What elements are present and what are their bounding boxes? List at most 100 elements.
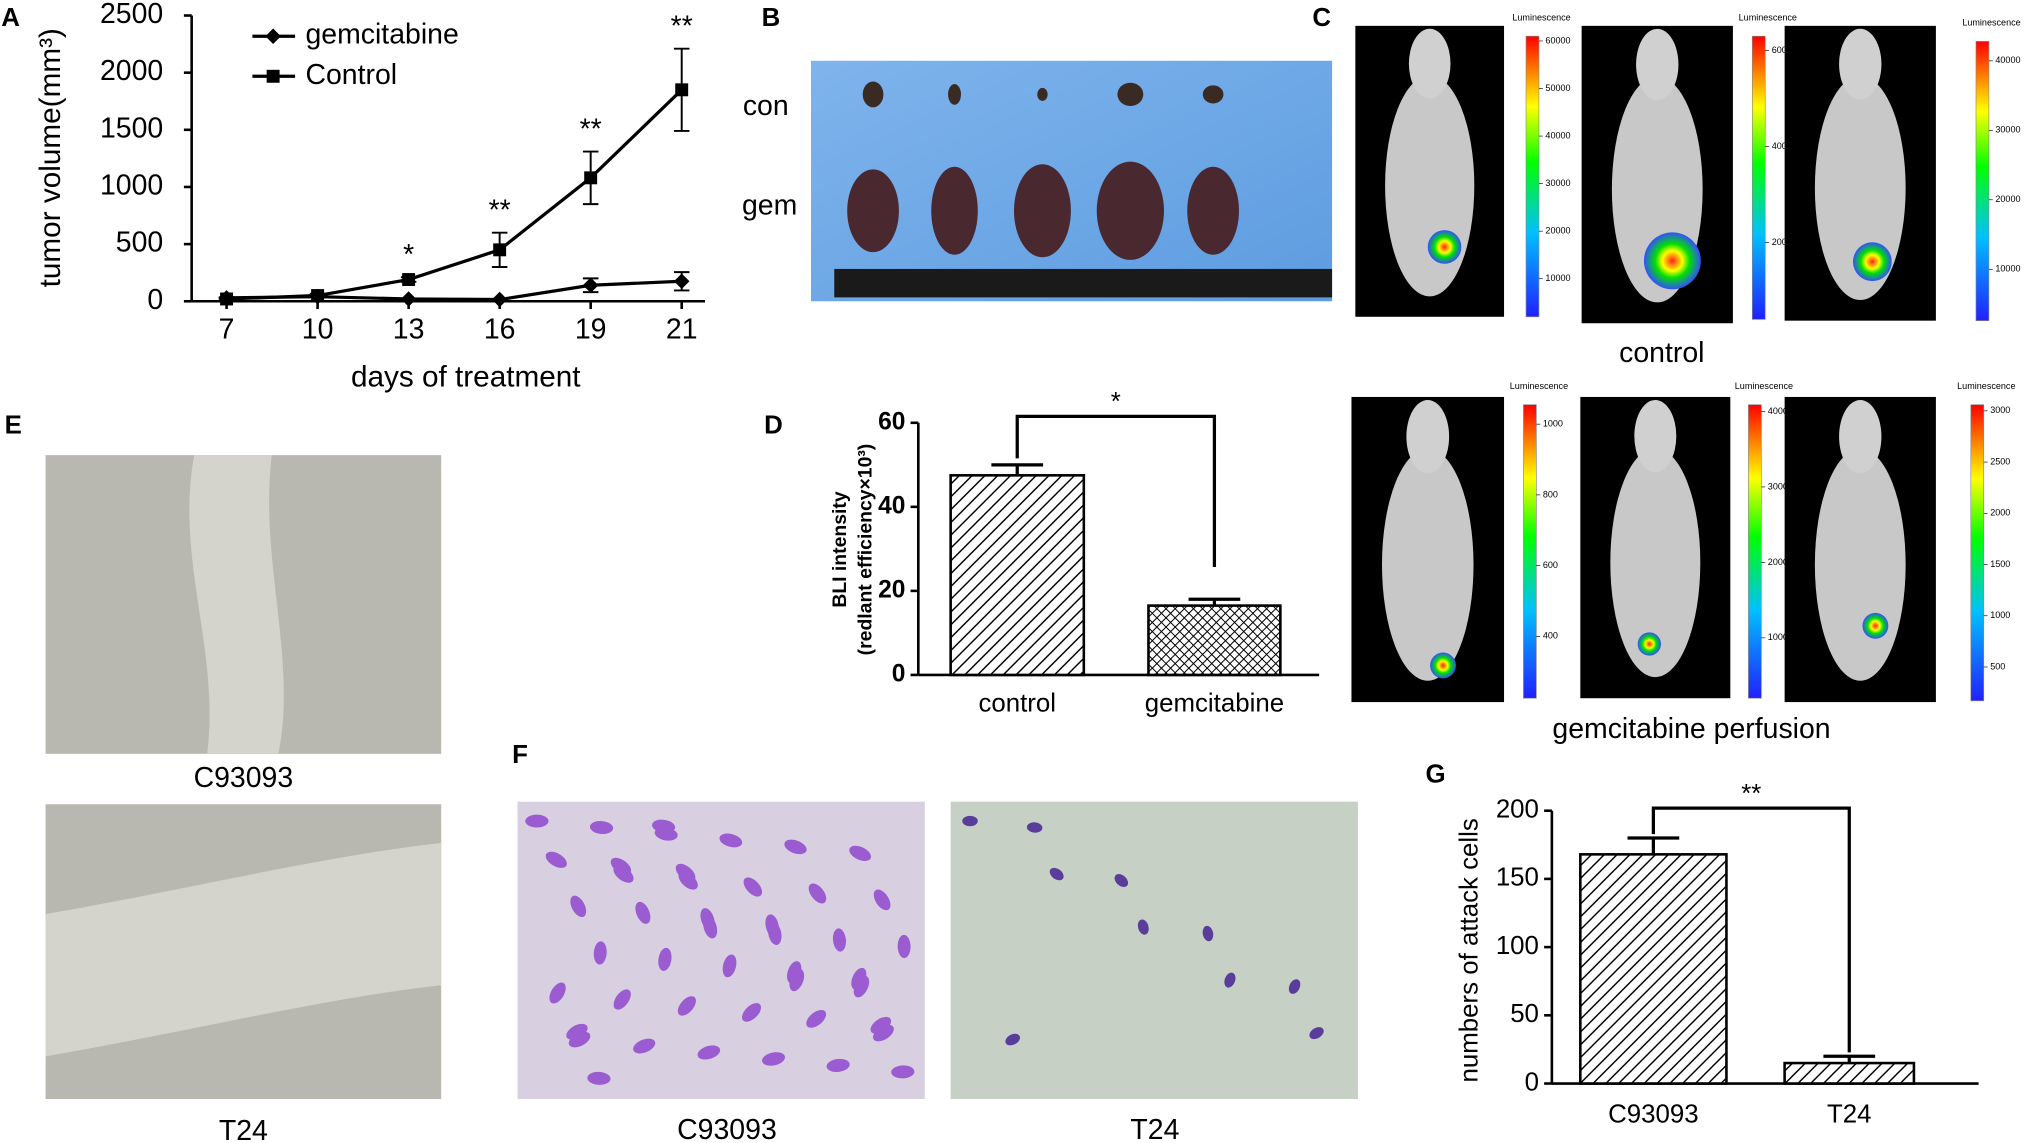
colorbar-tick-label: 50000 bbox=[1545, 83, 1570, 93]
stained-cell bbox=[787, 961, 802, 984]
colorbar-tick-label: 10000 bbox=[1545, 273, 1570, 283]
row-label: gem bbox=[742, 189, 797, 221]
signal bbox=[1637, 632, 1661, 656]
error-bar bbox=[1188, 597, 1241, 606]
tumor bbox=[1187, 166, 1239, 255]
stained-cell bbox=[784, 839, 807, 855]
mouse-head bbox=[1406, 399, 1450, 474]
legend-label: gemcitabine bbox=[305, 19, 458, 51]
significance: ** bbox=[489, 195, 511, 227]
legend-marker bbox=[265, 28, 281, 44]
stained-cell bbox=[587, 1071, 611, 1085]
colorbar-title: Luminescence bbox=[1510, 381, 1568, 391]
panel-letter: C bbox=[1312, 4, 1331, 32]
marker bbox=[582, 277, 599, 294]
bar bbox=[1783, 1061, 1916, 1085]
stained-cell bbox=[762, 1052, 785, 1066]
significance: * bbox=[1111, 388, 1121, 416]
stained-cell bbox=[722, 954, 737, 978]
panel-letter: D bbox=[764, 412, 783, 440]
stained-cell bbox=[765, 914, 780, 938]
significance: ** bbox=[671, 10, 693, 42]
colorbar-title: Luminescence bbox=[1512, 12, 1570, 22]
stained-cell bbox=[1202, 925, 1214, 942]
y-tick-label: 100 bbox=[1496, 932, 1539, 960]
tumor bbox=[862, 81, 884, 108]
colorbar-tick-label: 1000 bbox=[1990, 610, 2010, 620]
colorbar-tick-label: 40000 bbox=[1545, 130, 1570, 140]
error-bar bbox=[1823, 1054, 1876, 1064]
stained-cell bbox=[851, 967, 867, 990]
image-label: T24 bbox=[1130, 1114, 1179, 1143]
colorbar-tick-label: 30000 bbox=[1545, 178, 1570, 188]
colorbar-title: Luminescence bbox=[1735, 381, 1793, 391]
colorbar-tick-label: 20000 bbox=[1995, 194, 2020, 204]
marker bbox=[402, 273, 416, 287]
mouse-head bbox=[1408, 28, 1451, 99]
stained-cell bbox=[832, 928, 846, 952]
y-tick-label: 0 bbox=[147, 284, 163, 316]
colorbar-title: Luminescence bbox=[1957, 381, 2015, 391]
y-tick-label: 1500 bbox=[100, 112, 163, 144]
stained-cell bbox=[700, 908, 715, 931]
group-label: gemcitabine perfusion bbox=[1552, 713, 1830, 745]
x-axis-label: days of treatment bbox=[351, 361, 581, 394]
colorbar-tick-label: 2500 bbox=[1990, 456, 2010, 466]
stained-cell bbox=[962, 815, 978, 827]
mouse-body bbox=[1814, 448, 1906, 681]
x-tick-label: 13 bbox=[393, 314, 425, 346]
colorbar-tick-label: 4000 bbox=[1768, 406, 1788, 416]
mouse-head bbox=[1839, 399, 1882, 474]
x-tick-label: 16 bbox=[484, 314, 516, 346]
panel-letter: A bbox=[1, 4, 20, 32]
stained-cell bbox=[566, 1023, 588, 1040]
marker bbox=[220, 292, 234, 306]
scratch bbox=[45, 843, 442, 1057]
group-label: control bbox=[1619, 337, 1704, 369]
colorbar-title: Luminescence bbox=[1739, 12, 1797, 22]
stained-cell bbox=[1288, 979, 1301, 994]
mouse-body bbox=[1381, 448, 1474, 681]
stained-cell bbox=[570, 895, 587, 918]
stained-cell bbox=[677, 996, 696, 1016]
mouse-head bbox=[1636, 28, 1679, 101]
colorbar-title: Luminescence bbox=[1962, 18, 2020, 28]
tumor bbox=[948, 84, 961, 105]
y-tick-label: 1000 bbox=[100, 169, 163, 201]
mouse-body bbox=[1814, 75, 1906, 301]
x-tick-label: 10 bbox=[302, 314, 334, 346]
colorbar-tick-label: 60000 bbox=[1772, 45, 1797, 55]
ruler bbox=[834, 268, 1333, 298]
stained-cell bbox=[870, 1016, 892, 1034]
stained-cell bbox=[549, 982, 566, 1004]
marker bbox=[584, 171, 598, 185]
mouse-head bbox=[1634, 399, 1677, 473]
stained-cell bbox=[1309, 1027, 1324, 1040]
tumor bbox=[1202, 85, 1224, 104]
tumor bbox=[1037, 87, 1048, 101]
marker bbox=[673, 273, 690, 290]
stained-cell bbox=[697, 1045, 721, 1060]
scratch bbox=[189, 455, 284, 754]
colorbar bbox=[1751, 35, 1766, 320]
significance-bracket bbox=[1015, 414, 1217, 567]
mouse-body bbox=[1385, 75, 1475, 297]
y-tick-label: 50 bbox=[1510, 1000, 1539, 1028]
series-line bbox=[226, 88, 683, 301]
colorbar-tick-label: 500 bbox=[1990, 661, 2005, 671]
image-label: C93093 bbox=[677, 1114, 777, 1143]
x-tick-label: 7 bbox=[219, 314, 235, 346]
x-tick-label: C93093 bbox=[1608, 1101, 1699, 1129]
mouse-head bbox=[1839, 28, 1882, 100]
stained-cell bbox=[1137, 919, 1149, 935]
stained-cell bbox=[1026, 822, 1043, 833]
colorbar-tick-label: 30000 bbox=[1995, 125, 2020, 135]
marker bbox=[675, 83, 689, 97]
stained-cell bbox=[613, 989, 631, 1010]
tumor bbox=[931, 166, 978, 255]
stained-cell bbox=[658, 947, 672, 971]
stained-cell bbox=[808, 883, 827, 904]
stained-cell bbox=[873, 889, 891, 911]
stained-cell bbox=[1005, 1033, 1021, 1046]
colorbar-tick-label: 2000 bbox=[1990, 508, 2010, 518]
